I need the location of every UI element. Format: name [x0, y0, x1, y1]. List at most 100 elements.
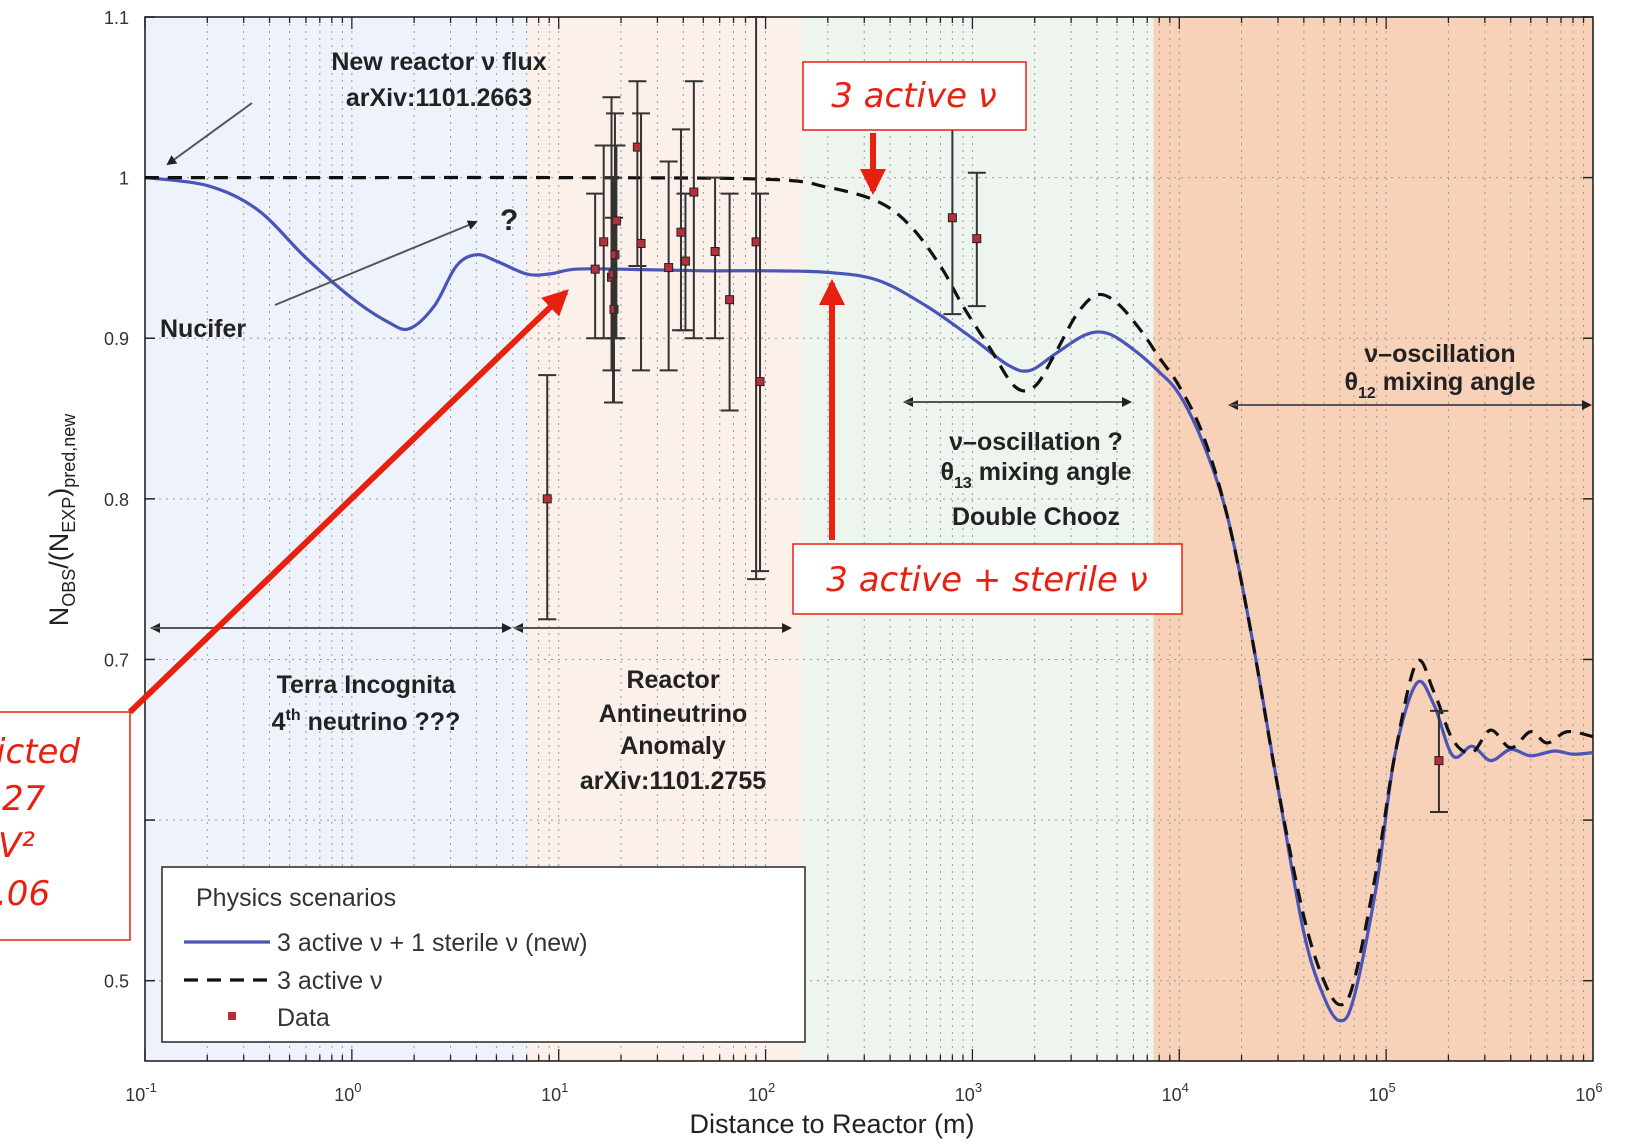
data-point-10 — [659, 160, 678, 372]
y-axis-label-main: N — [44, 607, 74, 627]
legend-swatch-data — [228, 1012, 236, 1020]
data-marker — [599, 237, 609, 247]
y-axis-label-end: ) — [44, 488, 74, 497]
data-point-15 — [720, 192, 739, 412]
x-tick-label: 104 — [1162, 1080, 1189, 1105]
data-marker — [676, 227, 686, 237]
callout-box-sterile — [792, 543, 1183, 615]
annotation-arrows — [150, 102, 1592, 633]
legend-box — [161, 866, 806, 1043]
new-flux-label-line2: arXiv:1101.2663 — [346, 84, 532, 112]
y-axis-label: NOBS/(NEXP)pred,new — [44, 413, 79, 627]
x-tick-label: 101 — [541, 1080, 568, 1105]
data-point-9 — [632, 112, 651, 372]
data-marker — [972, 234, 982, 244]
legend-entry-data: Data — [277, 1004, 330, 1032]
data-marker — [610, 250, 620, 260]
x-tick-label: 102 — [748, 1080, 775, 1105]
legend-entry-sterile: 3 active ν + 1 sterile ν (new) — [277, 929, 588, 957]
osc12-theta-sub: 12 — [1358, 385, 1376, 402]
osc12-label-line2: θ12 mixing angle — [1344, 368, 1535, 402]
raa-label-line4: arXiv:1101.2755 — [580, 767, 766, 795]
terra-label-line2: 4th neutrino ??? — [272, 707, 461, 736]
osc13-theta: θ — [940, 458, 954, 486]
x-tick-label: 10-1 — [125, 1080, 157, 1105]
y-axis-label-sub-exp: EXP — [59, 497, 79, 533]
data-marker — [1434, 756, 1444, 766]
callout-predicted-line3: V² — [0, 826, 35, 866]
data-marker — [542, 494, 552, 504]
callout-predicted-line1: icted — [0, 732, 80, 772]
data-point-20 — [1429, 709, 1448, 814]
osc13-mixing-angle: mixing angle — [972, 458, 1132, 486]
osc13-label-line2: θ13 mixing angle — [940, 458, 1131, 492]
x-tick-label: 105 — [1369, 1080, 1396, 1105]
y-tick-label: 0.9 — [104, 329, 129, 349]
plot-frame — [144, 16, 1594, 1062]
data-marker — [689, 187, 699, 197]
data-marker — [636, 238, 646, 248]
terra-label-rest: neutrino ??? — [301, 708, 461, 736]
data-point-16 — [747, 16, 766, 581]
data-marker — [710, 246, 720, 256]
osc12-theta: θ — [1344, 368, 1358, 396]
data-marker — [755, 377, 765, 387]
y-axis-label-mid: /(N — [44, 533, 74, 569]
y-tick-label: 0.8 — [104, 490, 129, 510]
terra-label-ordinal: 4 — [272, 708, 286, 736]
data-point-0 — [538, 374, 557, 621]
y-tick-label: 1.1 — [104, 8, 129, 28]
callout-box-predicted — [0, 711, 131, 941]
callout-three-active-sterile: 3 active + sterile ν — [826, 560, 1147, 600]
data-marker — [680, 256, 690, 266]
x-tick-label: 103 — [955, 1080, 982, 1105]
red-arrow-predicted — [127, 289, 569, 715]
osc12-label-line1: ν–oscillation — [1364, 340, 1515, 368]
data-marker — [725, 295, 735, 305]
raa-label-line3: Anomaly — [620, 732, 726, 760]
series-line-sterile — [144, 176, 1594, 1023]
red-arrows — [127, 133, 886, 715]
nucifer-label: Nucifer — [160, 315, 246, 343]
raa-label-line2: Antineutrino — [599, 700, 748, 728]
callout-predicted-line2: 27 — [2, 779, 46, 819]
region-3 — [1153, 17, 1593, 1061]
callout-predicted-line4: .06 — [0, 874, 50, 914]
data-marker — [664, 263, 674, 273]
y-axis-label-sub-pred: pred,new — [59, 413, 79, 488]
legend-entry-three-active: 3 active ν — [277, 967, 383, 995]
data-point-12 — [676, 192, 695, 332]
x-axis-label: Distance to Reactor (m) — [689, 1109, 974, 1139]
y-axis: 0.5 0.7 0.8 0.9 1 1.1 — [104, 8, 1593, 992]
data-point-13 — [684, 80, 703, 340]
data-marker — [947, 213, 957, 223]
y-tick-label: 1 — [119, 169, 129, 189]
data-point-17 — [751, 192, 770, 573]
new-flux-arrow — [166, 102, 253, 166]
y-tick-label: 0.7 — [104, 650, 129, 670]
callout-three-active: 3 active ν — [831, 76, 997, 116]
x-tick-label: 100 — [334, 1080, 361, 1105]
data-points — [538, 16, 1448, 814]
data-point-19 — [967, 171, 986, 308]
terra-label-ordinal-sup: th — [286, 707, 301, 724]
data-point-7 — [607, 144, 626, 340]
question-mark: ? — [500, 204, 518, 237]
y-tick-label: 0.5 — [104, 972, 129, 992]
data-marker — [751, 237, 761, 247]
legend-title: Physics scenarios — [196, 884, 396, 912]
raa-label-line1: Reactor — [626, 666, 719, 694]
legend: Physics scenarios 3 active ν + 1 sterile… — [161, 866, 806, 1043]
nucifer-arrow — [274, 220, 478, 306]
x-axis: 10-1 100 101 102 103 104 105 106 — [125, 17, 1603, 1105]
y-axis-label-sub-obs: OBS — [59, 569, 79, 607]
osc12-mixing-angle: mixing angle — [1376, 368, 1536, 396]
data-point-8 — [628, 80, 647, 267]
data-marker — [611, 216, 621, 226]
data-point-14 — [706, 176, 725, 340]
new-flux-label-line1: New reactor ν flux — [331, 48, 546, 76]
data-marker — [590, 264, 600, 274]
x-tick-label: 106 — [1575, 1080, 1602, 1105]
callout-box-three-active — [802, 61, 1027, 131]
